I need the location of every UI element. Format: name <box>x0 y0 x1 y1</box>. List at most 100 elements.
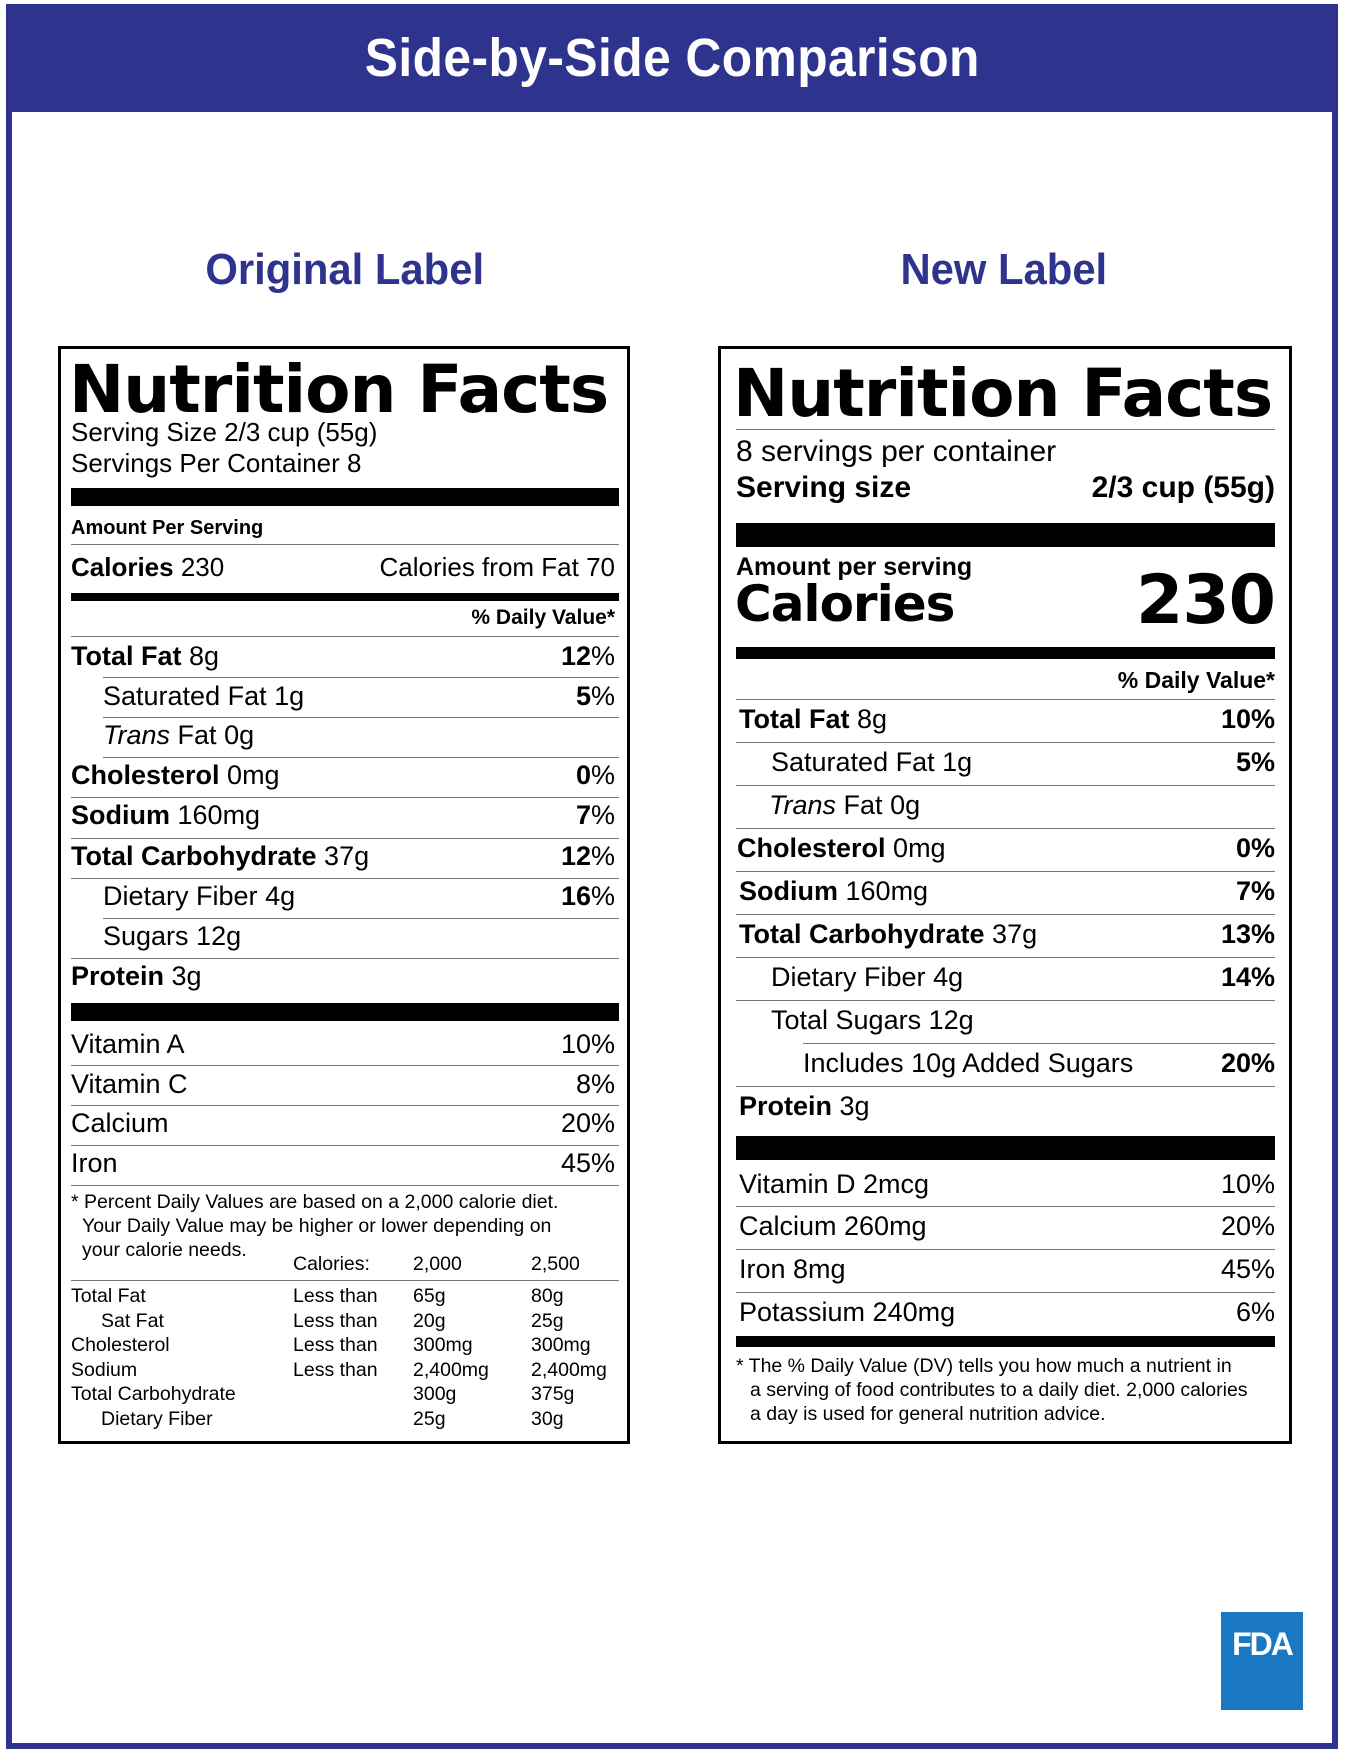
nutrient-row: Protein 3g <box>739 1091 870 1121</box>
new-footnote-line3: a day is used for general nutrition advi… <box>750 1403 1106 1425</box>
nutrient-dv: 7% <box>575 800 615 830</box>
new-label-title: New Label <box>900 245 1108 294</box>
original-amount-per-serving: Amount Per Serving <box>71 517 264 539</box>
nutrient-row: Dietary Fiber 4g <box>103 881 296 911</box>
divider <box>71 838 619 839</box>
nutrient-dv: 13% <box>1220 919 1275 949</box>
dv-table: Total Fat Less than 65g 80g Sat Fat Less tha… <box>71 1284 631 1431</box>
divider <box>736 699 1275 700</box>
dv-table-header: 2,000 <box>413 1253 462 1275</box>
nutrient-dv: 5% <box>575 681 615 711</box>
nutrient-dv: 0% <box>1235 833 1275 863</box>
page-title: Side-by-Side Comparison <box>364 28 980 88</box>
vitamin-row: Vitamin D 2mcg <box>739 1169 930 1199</box>
new-serving-size-value: 2/3 cup (55g) <box>1091 471 1275 504</box>
nutrient-row: Includes 10g Added Sugars <box>803 1048 1134 1078</box>
nutrient-row: Saturated Fat 1g <box>771 747 973 777</box>
vitamin-dv: 20% <box>560 1108 615 1138</box>
original-footnote-line3: your calorie needs. <box>82 1239 247 1261</box>
original-calories-from-fat: Calories from Fat 70 <box>379 552 615 582</box>
divider <box>736 1000 1275 1001</box>
nutrient-dv: 16% <box>560 881 615 911</box>
nutrient-dv: 20% <box>1220 1048 1275 1078</box>
dv-table-row: Total Carbohydrate 300g 375g <box>71 1383 575 1405</box>
original-serving-size: Serving Size 2/3 cup (55g) <box>71 417 378 447</box>
divider <box>736 828 1275 829</box>
nutrient-row: Sodium 160mg <box>71 800 261 830</box>
nutrient-dv: 12% <box>560 641 615 671</box>
new-calories-label: Calories <box>735 575 955 633</box>
original-footnote-line2: Your Daily Value may be higher or lower … <box>82 1215 552 1237</box>
vitamin-dv: 8% <box>575 1069 615 1099</box>
fda-logo: FDA <box>1221 1612 1303 1710</box>
nutrient-dv: 5% <box>1235 747 1275 777</box>
vitamin-dv: 45% <box>560 1148 615 1178</box>
dv-table-row: Total Fat Less than 65g 80g <box>71 1285 564 1307</box>
divider <box>736 742 1275 743</box>
nutrient-row: Cholesterol 0mg <box>71 760 280 790</box>
new-footnote-line1: * The % Daily Value (DV) tells you how m… <box>736 1355 1232 1377</box>
nutrient-row: Total Carbohydrate 37g <box>71 841 370 871</box>
nutrient-row: Total Fat 8g <box>739 704 888 734</box>
nutrient-row: Sugars 12g <box>103 921 242 951</box>
original-servings-per-container: Servings Per Container 8 <box>71 448 362 478</box>
thick-divider <box>71 1003 619 1021</box>
vitamin-row: Iron <box>71 1148 118 1178</box>
dv-table-row: Cholesterol Less than 300mg 300mg <box>71 1334 591 1356</box>
nutrient-row: Total Sugars 12g <box>771 1005 974 1035</box>
dv-table-header: 2,500 <box>531 1253 580 1275</box>
divider <box>71 1185 619 1186</box>
dv-table-header: Calories: <box>293 1253 370 1275</box>
divider <box>736 785 1275 786</box>
nutrient-row: Protein 3g <box>71 961 202 991</box>
new-serving-size-label: Serving size <box>736 471 912 504</box>
nutrient-row: Total Carbohydrate 37g <box>739 919 1038 949</box>
medium-divider <box>736 1336 1275 1347</box>
new-nutrition-label: Nutrition Facts 8 servings per container… <box>718 346 1292 1444</box>
nutrient-dv: 12% <box>560 841 615 871</box>
divider <box>71 1105 619 1106</box>
vitamin-row: Vitamin C <box>71 1069 188 1099</box>
divider <box>103 757 619 758</box>
divider <box>71 1145 619 1146</box>
vitamin-row: Calcium 260mg <box>739 1211 927 1241</box>
divider <box>71 1280 619 1281</box>
original-label-title: Original Label <box>205 245 485 294</box>
original-footnote-line1: * Percent Daily Values are based on a 2,… <box>71 1191 559 1213</box>
divider <box>736 1206 1275 1207</box>
new-amount-per-serving: Amount per serving <box>736 553 973 581</box>
divider <box>736 957 1275 958</box>
vitamin-dv: 20% <box>1220 1211 1275 1241</box>
divider <box>736 1249 1275 1250</box>
fda-logo-text: FDA <box>1232 1626 1294 1662</box>
vitamin-dv: 6% <box>1235 1297 1275 1327</box>
nutrient-dv: 10% <box>1220 704 1275 734</box>
new-footnote-line2: a serving of food contributes to a daily… <box>750 1379 1248 1401</box>
original-heading: Nutrition Facts <box>69 351 609 428</box>
divider <box>736 871 1275 872</box>
medium-divider <box>736 647 1275 659</box>
nutrient-dv: 0% <box>575 760 615 790</box>
new-dv-header: % Daily Value* <box>1117 667 1275 693</box>
dv-table-row: Sodium Less than 2,400mg 2,400mg <box>71 1358 607 1381</box>
thick-divider <box>71 488 619 506</box>
nutrient-row: Dietary Fiber 4g <box>771 962 964 992</box>
divider <box>71 878 619 879</box>
medium-divider <box>71 593 619 601</box>
dv-table-row: Sat Fat Less than 20g 25g <box>101 1309 564 1332</box>
nutrient-dv: 7% <box>1235 876 1275 906</box>
nutrient-row: Trans Fat 0g <box>769 790 921 820</box>
nutrient-row: Cholesterol 0mg <box>737 833 946 863</box>
divider <box>71 958 619 959</box>
divider <box>71 1065 619 1066</box>
nutrient-dv: 14% <box>1220 962 1275 992</box>
vitamin-dv: 10% <box>560 1029 615 1059</box>
vitamin-row: Calcium <box>71 1108 169 1138</box>
thick-divider <box>736 523 1275 547</box>
divider <box>71 797 619 798</box>
new-heading: Nutrition Facts <box>733 355 1273 432</box>
nutrient-row: Sodium 160mg <box>739 876 929 906</box>
thick-divider <box>736 1136 1275 1160</box>
divider <box>736 914 1275 915</box>
divider <box>103 918 619 919</box>
